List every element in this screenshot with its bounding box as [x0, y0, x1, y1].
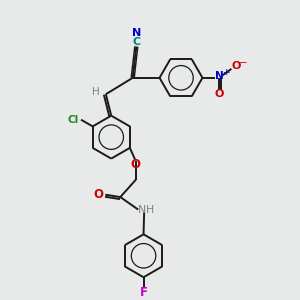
Text: O: O: [94, 188, 104, 201]
Text: N: N: [138, 205, 146, 214]
Text: N: N: [132, 28, 141, 38]
Text: H: H: [92, 87, 100, 97]
Text: N: N: [215, 71, 224, 81]
Text: C: C: [132, 37, 140, 47]
Text: +: +: [223, 68, 230, 77]
Text: O: O: [131, 158, 141, 171]
Text: −: −: [239, 58, 248, 68]
Text: H: H: [146, 205, 154, 214]
Text: Cl: Cl: [68, 115, 79, 125]
Text: F: F: [140, 286, 148, 299]
Text: O: O: [215, 89, 224, 99]
Text: O: O: [232, 61, 241, 71]
